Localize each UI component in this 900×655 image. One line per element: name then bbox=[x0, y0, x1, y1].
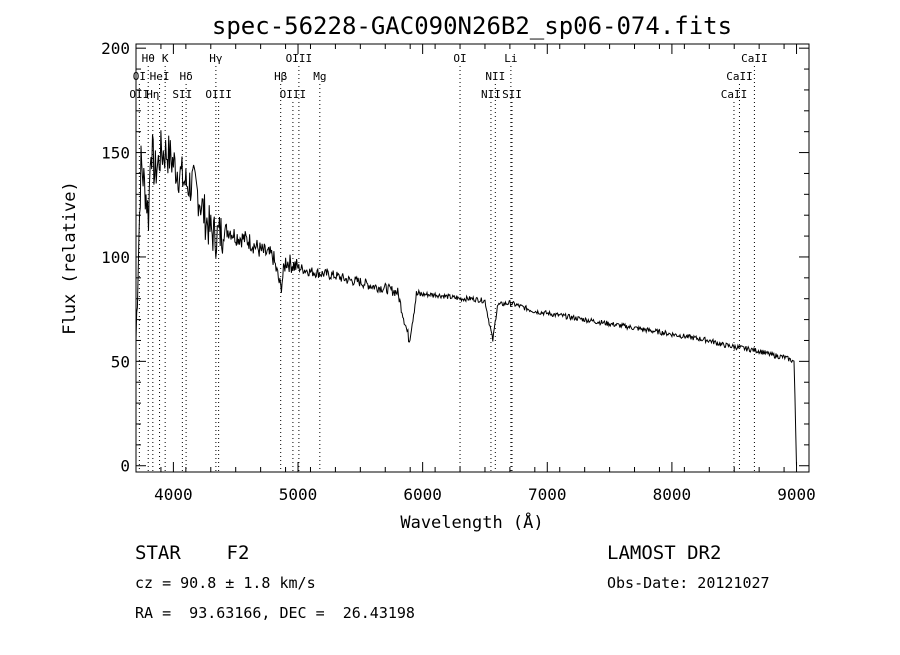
survey-name: LAMOST DR2 bbox=[607, 542, 722, 564]
line-marker-label-13: CaII bbox=[726, 70, 753, 83]
line-marker-label-3: OIII bbox=[286, 52, 313, 65]
line-marker-label-15: Hη bbox=[146, 88, 159, 101]
y-tick-label-1: 50 bbox=[111, 352, 130, 371]
line-marker-label-21: CaII bbox=[721, 88, 748, 101]
line-marker-label-4: OI bbox=[453, 52, 466, 65]
x-tick-label-1: 5000 bbox=[279, 485, 318, 504]
redshift-cz: cz = 90.8 ± 1.8 km/s bbox=[135, 574, 316, 592]
x-tick-label-4: 8000 bbox=[653, 485, 692, 504]
line-marker-label-18: OIII bbox=[280, 88, 307, 101]
y-tick-label-4: 200 bbox=[101, 39, 130, 58]
line-marker-label-10: Hβ bbox=[274, 70, 288, 83]
line-marker-label-16: SII bbox=[172, 88, 192, 101]
line-marker-label-8: HeI bbox=[150, 70, 170, 83]
line-marker-layer: Hθ K Hγ OIII OI Li CaII OI HeI Hδ Hβ Mg NII CaII OIIHη… bbox=[129, 52, 768, 472]
y-axis-label: Flux (relative) bbox=[60, 181, 80, 335]
line-marker-label-17: OIII bbox=[205, 88, 232, 101]
line-marker-label-19: NII bbox=[481, 88, 501, 101]
object-class: STAR F2 bbox=[135, 542, 250, 564]
x-tick-label-0: 4000 bbox=[154, 485, 193, 504]
line-marker-label-5: Li bbox=[504, 52, 517, 65]
spectrum-line bbox=[135, 130, 797, 466]
line-marker-label-6: CaII bbox=[741, 52, 768, 65]
x-axis-label: Wavelength (Å) bbox=[400, 511, 543, 533]
line-marker-label-2: Hγ bbox=[209, 52, 223, 65]
line-marker-label-9: Hδ bbox=[179, 70, 192, 83]
x-tick-label-5: 9000 bbox=[777, 485, 816, 504]
line-marker-label-11: Mg bbox=[313, 70, 326, 83]
y-tick-label-2: 100 bbox=[101, 248, 130, 267]
line-marker-label-0: Hθ bbox=[142, 52, 155, 65]
plot-frame bbox=[135, 43, 810, 473]
line-marker-label-7: OI bbox=[133, 70, 146, 83]
axis-layer: 4000 5000 6000 7000 8000 9000 0 50 100 150 200 bbox=[101, 39, 816, 504]
line-marker-label-20: SII bbox=[502, 88, 522, 101]
line-marker-label-1: K bbox=[162, 52, 169, 65]
chart-title: spec-56228-GAC090N26B2_sp06-074.fits bbox=[212, 12, 732, 40]
x-tick-label-3: 7000 bbox=[528, 485, 567, 504]
observation-date: Obs-Date: 20121027 bbox=[607, 574, 770, 592]
x-tick-label-2: 6000 bbox=[403, 485, 442, 504]
line-marker-label-12: NII bbox=[485, 70, 505, 83]
y-tick-label-3: 150 bbox=[101, 144, 130, 163]
y-tick-label-0: 0 bbox=[120, 457, 130, 476]
line-marker-label-14: OII bbox=[129, 88, 149, 101]
coordinates: RA = 93.63166, DEC = 26.43198 bbox=[135, 604, 415, 622]
